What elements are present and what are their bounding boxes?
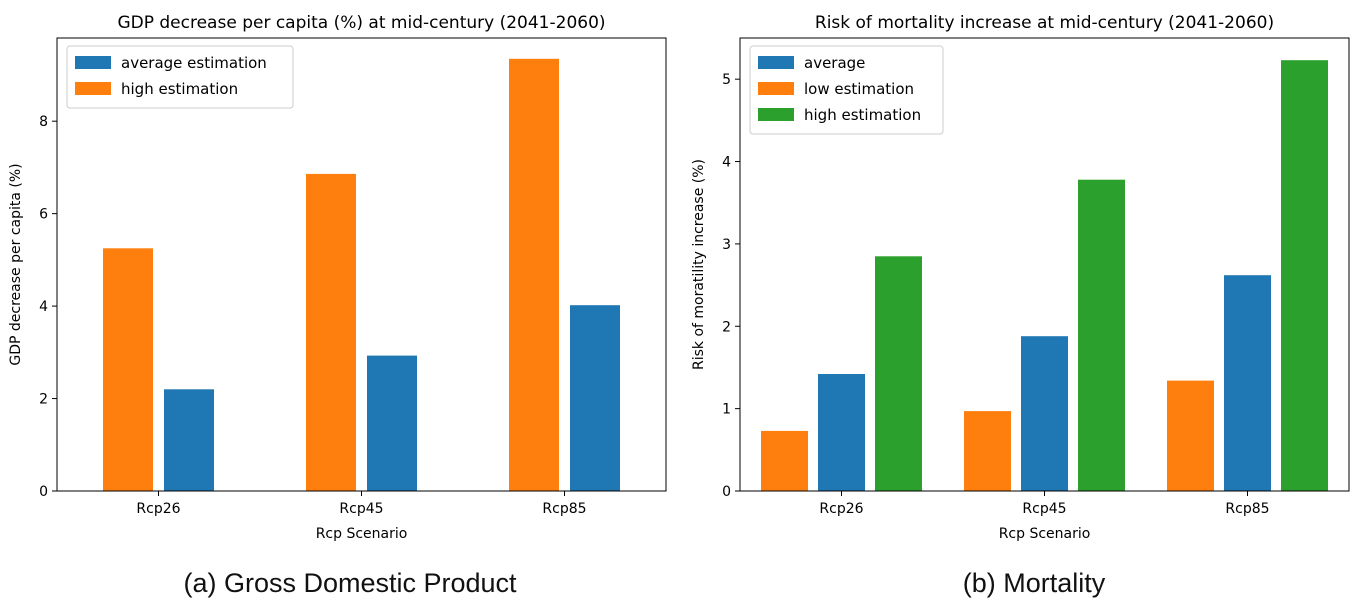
chart-title: GDP decrease per capita (%) at mid-centu…: [117, 13, 605, 33]
y-tick-label: 5: [722, 72, 731, 88]
bar-rcp26-average: [818, 374, 865, 491]
bar-rcp85-high-estimation: [1281, 60, 1328, 491]
bar-rcp45-low-estimation: [964, 411, 1011, 491]
bar-rcp45-high-estimation: [1078, 179, 1125, 491]
y-tick-label: 2: [722, 319, 731, 335]
legend-label: high estimation: [804, 106, 921, 124]
bar-rcp26-average-estimation: [164, 389, 214, 491]
legend-swatch: [75, 82, 111, 95]
y-axis-label: GDP decrease per capita (%): [8, 163, 24, 365]
legend-swatch: [75, 56, 111, 69]
legend: [749, 45, 944, 135]
bar-rcp26-high-estimation: [875, 256, 922, 491]
x-tick-label: Rcp26: [136, 501, 180, 517]
y-tick-label: 2: [39, 392, 48, 408]
y-tick-label: 4: [722, 155, 731, 171]
bar-rcp45-average: [1021, 336, 1068, 491]
bar-rcp45-high-estimation: [306, 173, 356, 491]
legend-swatch: [758, 56, 794, 69]
x-tick-label: Rcp85: [1225, 501, 1269, 517]
x-axis-label: Rcp Scenario: [999, 526, 1091, 542]
x-tick-label: Rcp45: [339, 501, 383, 517]
y-tick-label: 3: [722, 237, 731, 253]
y-tick-label: 1: [722, 402, 731, 418]
legend-label: low estimation: [804, 80, 914, 98]
x-tick-label: Rcp85: [542, 501, 586, 517]
legend: [66, 45, 294, 109]
chart-mortality: 0 1 2 3 4 5 Rcp26 Rcp45 Rcp85 Rcp Scenario Risk of…: [691, 13, 1350, 542]
bar-rcp85-low-estimation: [1167, 380, 1214, 491]
legend-label: average: [804, 54, 865, 72]
y-tick-label: 0: [39, 484, 48, 500]
bar-rcp26-high-estimation: [103, 248, 153, 491]
legend-label: average estimation: [121, 54, 267, 72]
y-tick-label: 4: [39, 299, 48, 315]
x-tick-label: Rcp45: [1022, 501, 1066, 517]
bar-rcp85-average: [1224, 275, 1271, 491]
chart-gdp: 0 2 4 6 8 Rcp26 Rcp45 Rcp85 Rcp Scenario GDP decr…: [8, 13, 667, 542]
legend-label: high estimation: [121, 80, 238, 98]
y-tick-label: 0: [722, 484, 731, 500]
caption-a: (a) Gross Domestic Product: [183, 568, 517, 598]
chart-title: Risk of mortality increase at mid-centur…: [815, 13, 1274, 33]
legend-swatch: [758, 108, 794, 121]
y-axis-label: Risk of moratility increase (%): [691, 159, 707, 370]
x-tick-label: Rcp26: [819, 501, 863, 517]
legend-swatch: [758, 82, 794, 95]
y-tick-label: 6: [39, 207, 48, 223]
bar-rcp45-average-estimation: [367, 355, 417, 491]
bar-rcp85-average-estimation: [570, 305, 620, 491]
bar-rcp26-low-estimation: [761, 430, 808, 491]
caption-b: (b) Mortality: [962, 568, 1106, 598]
y-tick-label: 8: [39, 114, 48, 130]
x-axis-label: Rcp Scenario: [316, 526, 408, 542]
bar-rcp85-high-estimation: [509, 58, 559, 492]
